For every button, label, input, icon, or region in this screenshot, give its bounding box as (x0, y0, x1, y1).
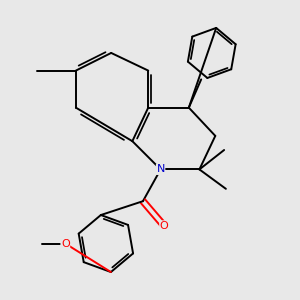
Text: O: O (160, 221, 169, 231)
Text: N: N (156, 164, 165, 174)
Text: O: O (61, 238, 70, 248)
